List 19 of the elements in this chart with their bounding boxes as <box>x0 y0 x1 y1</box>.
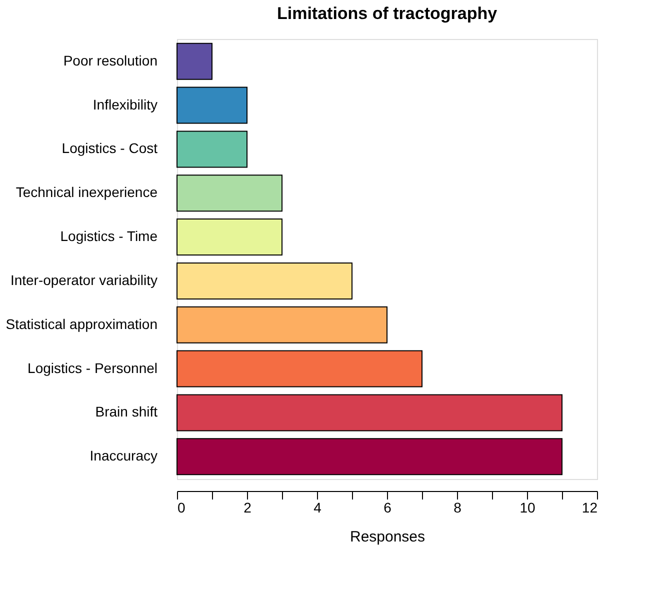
x-tick-label: 12 <box>582 500 598 516</box>
y-tick-label: Poor resolution <box>63 52 158 68</box>
x-axis-title: Responses <box>350 528 426 546</box>
y-tick-label: Technical inexperience <box>16 184 158 200</box>
y-tick-label: Inter-operator variability <box>10 272 158 288</box>
y-tick-label: Logistics - Time <box>60 228 158 244</box>
chart-title: Limitations of tractography <box>276 4 498 23</box>
x-tick-label: 4 <box>314 500 322 516</box>
x-tick-label: 0 <box>178 500 186 516</box>
y-tick-label: Statistical approximation <box>6 316 158 332</box>
x-tick-label: 10 <box>520 500 536 516</box>
y-tick-label: Logistics - Cost <box>62 140 158 156</box>
x-tick-label: 6 <box>384 500 392 516</box>
y-tick-label: Inaccuracy <box>90 448 158 464</box>
y-tick-label: Inflexibility <box>92 96 158 112</box>
y-tick-label: Brain shift <box>95 404 158 420</box>
y-tick-label: Logistics - Personnel <box>28 360 158 376</box>
x-tick-label: 2 <box>244 500 252 516</box>
x-tick-label: 8 <box>454 500 462 516</box>
